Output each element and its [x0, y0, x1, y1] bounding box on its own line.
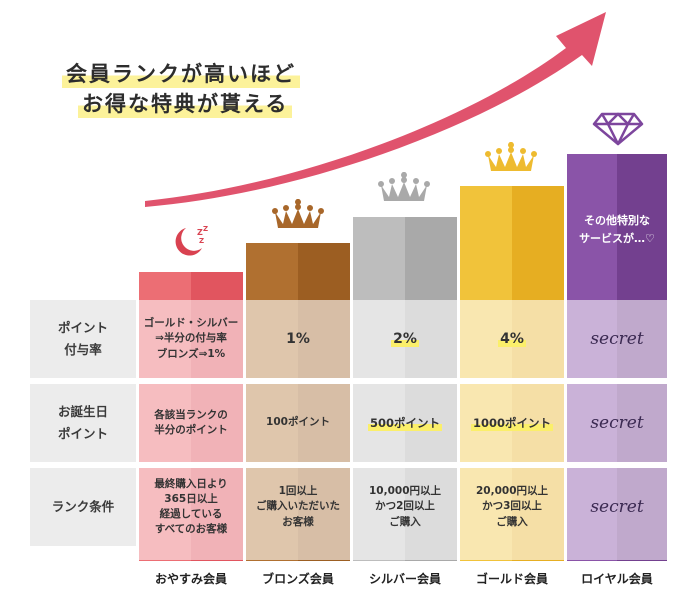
- tier-name-oyasumi: おやすみ会員: [154, 572, 227, 586]
- row-label-birthday: お誕生日 ポイント: [30, 384, 136, 462]
- oyasumi-birthday-points: 各該当ランクの 半分のポイント: [154, 408, 228, 436]
- diamond-icon: [592, 112, 644, 146]
- bronze-birthday-points: 100ポイント: [266, 416, 330, 429]
- silver-point-rate: 2%: [391, 331, 419, 347]
- oyasumi-point-rate: ゴールド・シルバー ⇒半分の付与率 ブロンズ⇒1%: [143, 317, 239, 360]
- oyasumi-condition: 最終購入日より 365日以上 経過している すべてのお客様: [154, 477, 228, 536]
- royal-point-rate: secret: [590, 329, 644, 349]
- silver-birthday-points: 500ポイント: [367, 415, 442, 431]
- row-separator: [30, 462, 670, 468]
- gold-point-rate: 4%: [498, 331, 526, 347]
- column-royal: [567, 154, 667, 561]
- column-bronze: [246, 243, 350, 561]
- column-oyasumi: [139, 272, 243, 561]
- headline-line-1: 会員ランクが高いほど: [62, 58, 300, 88]
- bronze-point-rate: 1%: [286, 331, 310, 347]
- tier-name-silver: シルバー会員: [368, 572, 441, 586]
- gold-birthday-points: 1000ポイント: [470, 415, 553, 431]
- bronze-condition: 1回以上 ご購入いただいた お客様: [256, 485, 340, 528]
- royal-condition: secret: [590, 497, 644, 517]
- gold-condition: 20,000円以上 かつ3回以上 ご購入: [475, 485, 549, 528]
- row-label-point-rate: ポイント 付与率: [30, 300, 136, 378]
- headline-line-2: お得な特典が貰える: [78, 88, 293, 118]
- sleep-moon-icon: Z Z Z: [175, 225, 208, 256]
- tier-name-gold: ゴールド会員: [475, 572, 548, 586]
- silver-condition: 10,000円以上 かつ2回以上 ご購入: [368, 485, 442, 528]
- crown-icon: [485, 142, 537, 171]
- svg-text:Z: Z: [199, 237, 204, 245]
- tier-name-bronze: ブロンズ会員: [262, 572, 334, 586]
- row-separator: [30, 378, 670, 384]
- crown-icon: [378, 172, 430, 201]
- royal-birthday-points: secret: [590, 413, 644, 433]
- tier-name-royal: ロイヤル会員: [581, 572, 653, 586]
- row-label-condition: ランク条件: [30, 468, 136, 546]
- crown-icon: [272, 199, 324, 228]
- svg-text:Z: Z: [203, 225, 208, 233]
- svg-text:Z: Z: [197, 228, 203, 237]
- royal-extra-text: その他特別な サービスが…♡: [579, 214, 655, 245]
